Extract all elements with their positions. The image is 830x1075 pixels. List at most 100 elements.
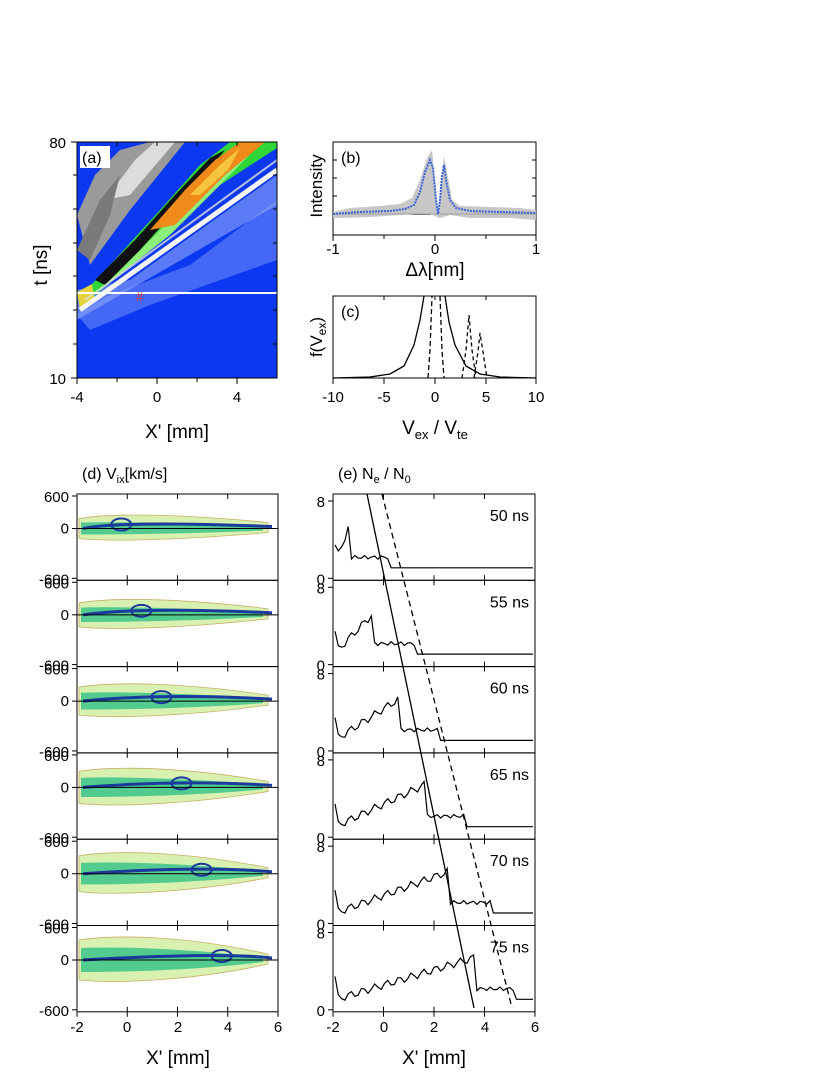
panel-a: (a) # 80 10 -4 0 4 X' [mm] t [ns] xyxy=(31,135,278,443)
panel-d-core xyxy=(82,781,273,789)
panel-d-ytick-600: 600 xyxy=(44,575,69,592)
panel-e-ytick-8: 8 xyxy=(317,753,325,770)
panel-e-ytick-8: 8 xyxy=(317,580,325,597)
panel-d-row-2: 600 0 -600 xyxy=(39,662,279,761)
panel-d-row-4: 600 0 -600 xyxy=(39,834,279,934)
panel-e-ytick-0: 0 xyxy=(317,917,325,934)
panel-e-xlabel: X' [mm] xyxy=(402,1048,466,1069)
panel-b-xtick-1: 1 xyxy=(532,241,540,258)
panel-d-label: (d) Vix[km/s] xyxy=(82,466,167,486)
panel-c-xtick-m10: -10 xyxy=(322,389,344,406)
panel-b-xlabel: Δλ[nm] xyxy=(405,260,464,281)
panel-d-xtick-4: 4 xyxy=(224,1019,232,1036)
panel-d-knot xyxy=(210,949,233,964)
panel-c-solid-curve xyxy=(332,295,537,379)
panel-d-ytick-0: 0 xyxy=(61,521,69,538)
panel-d-xtick-2: 2 xyxy=(174,1019,182,1036)
panel-e-row-4: 8 0 70 ns xyxy=(317,838,536,934)
panel-e-time-label: 60 ns xyxy=(490,681,529,698)
panel-d-ytick-0: 0 xyxy=(61,779,69,796)
panel-e-ytick-8: 8 xyxy=(317,926,325,943)
panel-e-label: (e) Ne / N0 xyxy=(338,466,411,486)
panel-e-time-label: 50 ns xyxy=(490,508,529,525)
panel-c-dashed-beams xyxy=(461,314,488,379)
panel-d-xlabel: X' [mm] xyxy=(146,1048,210,1069)
panel-e-density-curve xyxy=(334,954,533,1001)
panel-d-core xyxy=(82,867,273,876)
panel-a-xtick-4: 4 xyxy=(233,389,241,406)
panel-e-row-2: 8 0 60 ns xyxy=(317,666,536,761)
panel-a-ytick-10: 10 xyxy=(49,371,66,388)
panel-c-ylabel: f(Vex) xyxy=(307,317,329,357)
panel-d-row-5: 600 0 -600 xyxy=(39,921,279,1020)
panel-d-core xyxy=(82,608,273,617)
panel-e-time-label: 70 ns xyxy=(490,853,529,870)
panel-e-row-1: 8 0 55 ns xyxy=(317,579,536,675)
panel-e-xtick-2: 2 xyxy=(430,1019,438,1036)
panel-b-band xyxy=(333,150,536,220)
panel-a-label: (a) xyxy=(82,150,102,167)
panel-c-frame xyxy=(332,295,537,379)
panel-e-xtick-0: 0 xyxy=(380,1019,388,1036)
panel-b-xtick-0: 0 xyxy=(431,241,439,258)
panel-e-density-curve xyxy=(334,696,533,741)
panel-e-ytick-0: 0 xyxy=(317,744,325,761)
panel-d-row-1: 600 0 -600 xyxy=(39,575,279,675)
panel-c: (c) -10 -5 0 5 10 Vex / Vte f(Vex) xyxy=(307,295,545,442)
panel-d-ytick-m600: -600 xyxy=(39,571,69,588)
panel-c-xtick-10: 10 xyxy=(528,389,545,406)
panel-e-ytick-0: 0 xyxy=(317,1003,325,1020)
panel-d-ytick-m600: -600 xyxy=(39,830,69,847)
panel-e-density-curve xyxy=(334,526,533,569)
panel-c-xtick-m5: -5 xyxy=(377,389,390,406)
panel-e-time-label: 55 ns xyxy=(490,594,529,611)
panel-d-ytick-0: 0 xyxy=(61,866,69,883)
panel-e-ytick-8: 8 xyxy=(317,667,325,684)
panel-d-xtick-m2: -2 xyxy=(70,1019,83,1036)
panel-a-marker: # xyxy=(136,289,144,304)
panel-e-ytick-0: 0 xyxy=(317,571,325,588)
panel-a-xtick-m4: -4 xyxy=(70,389,83,406)
panel-b-xtick-m1: -1 xyxy=(326,241,339,258)
panel-d-knot xyxy=(110,517,133,532)
panel-e-dashed-diagonal xyxy=(381,493,513,1009)
panel-a-ylabel: t [ns] xyxy=(31,244,52,285)
panel-d-ytick-600: 600 xyxy=(44,662,69,679)
panel-c-xlabel: Vex / Vte xyxy=(402,418,468,442)
panel-b-label: (b) xyxy=(341,150,361,167)
panel-e-density-curve xyxy=(334,779,533,828)
panel-d-ytick-600: 600 xyxy=(44,748,69,765)
panel-d-ytick-0: 0 xyxy=(61,952,69,969)
panel-d-ytick-m600: -600 xyxy=(39,1003,69,1020)
panel-e-density-curve xyxy=(334,866,533,914)
panel-d-row-0: 600 0 -600 xyxy=(39,489,279,588)
panel-d-core xyxy=(82,953,273,962)
panel-d-knot xyxy=(190,862,213,877)
panel-a-ytick-80: 80 xyxy=(49,135,66,152)
panel-c-label: (c) xyxy=(341,304,360,321)
panel-d-ytick-600: 600 xyxy=(44,921,69,938)
panel-e-row-3: 8 0 65 ns xyxy=(317,752,536,847)
panel-d-ytick-m600: -600 xyxy=(39,917,69,934)
panel-d-core xyxy=(82,522,273,530)
panel-e-ytick-0: 0 xyxy=(317,658,325,675)
panel-b: (b) -1 0 1 Δλ[nm] Intensity xyxy=(307,141,540,281)
panel-e-ytick-8: 8 xyxy=(317,839,325,856)
panel-d-ytick-m600: -600 xyxy=(39,744,69,761)
panel-a-frame xyxy=(76,141,278,379)
panel-c-dashed-center xyxy=(427,295,445,379)
panel-d-xtick-6: 6 xyxy=(274,1019,282,1036)
panel-e-density-curve xyxy=(334,613,533,655)
panel-b-spectrum xyxy=(332,157,537,215)
panel-d-row-3: 600 0 -600 xyxy=(39,748,279,847)
panel-c-xtick-0: 0 xyxy=(431,389,439,406)
panel-e-xtick-4: 4 xyxy=(481,1019,489,1036)
panel-d-knot xyxy=(150,690,173,705)
panel-c-xtick-5: 5 xyxy=(482,389,490,406)
panel-e-xtick-6: 6 xyxy=(531,1019,539,1036)
panel-e-ytick-8: 8 xyxy=(317,494,325,511)
panel-d-ytick-600: 600 xyxy=(44,489,69,506)
panel-e-row-5: 8 0 75 ns xyxy=(317,925,536,1020)
